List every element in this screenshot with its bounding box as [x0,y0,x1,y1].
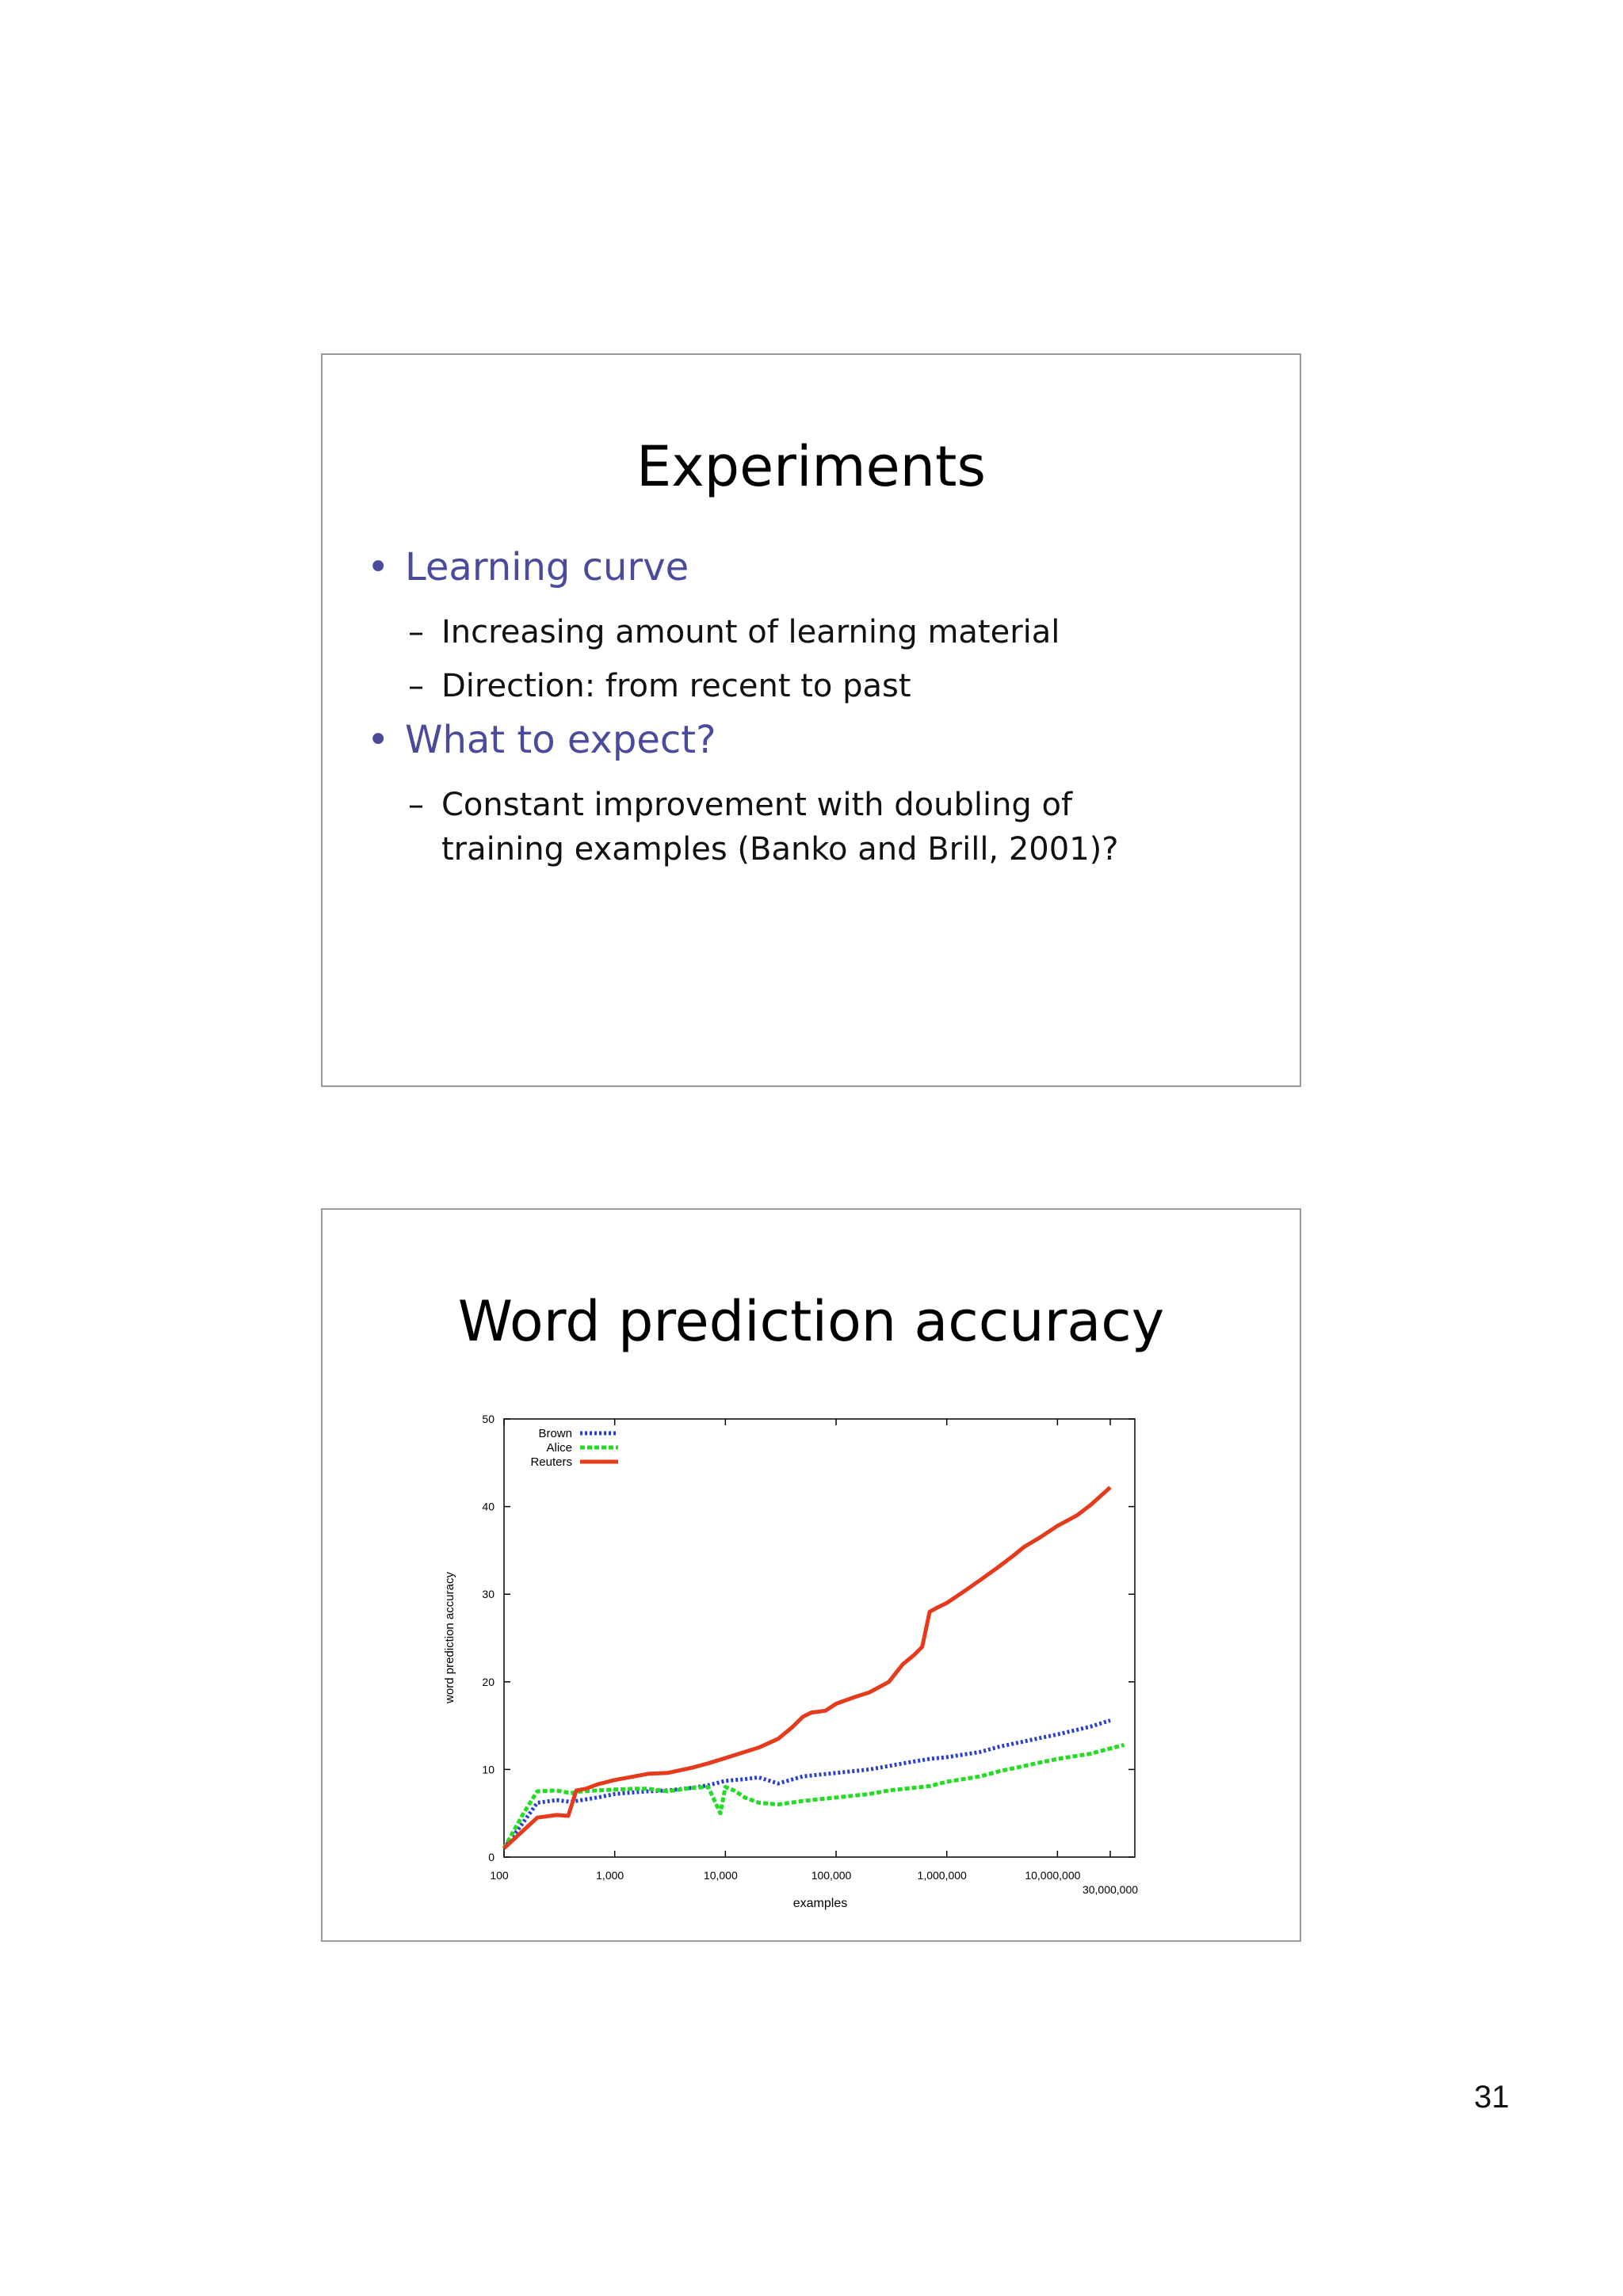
bullet-text: Learning curve [405,545,689,589]
legend-label: Alice [546,1441,572,1455]
sub-bullet: – Constant improvement with doubling of [408,783,1073,827]
series-line-reuters [502,1486,1112,1850]
x-tick-label: 30,000,000 [1083,1883,1138,1896]
dash-icon: – [408,787,424,823]
dash-icon: – [408,614,424,650]
series-line-alice [502,1742,1125,1850]
x-tick-label: 1,000,000 [918,1869,967,1882]
x-axis-label: examples [793,1897,847,1910]
y-tick-label: 30 [482,1588,495,1600]
bullet-text: What to expect? [405,718,716,762]
slide-title: Word prediction accuracy [457,1289,1165,1354]
bullet-learning-curve: • Learning curve [367,545,689,589]
slide-word-prediction: Word prediction accuracy 0 10 20 30 40 50 100 1… [321,1208,1301,1942]
sub-bullet-text: Direction: from recent to past [441,668,911,704]
y-tick-label: 10 [482,1763,495,1775]
chart-series [502,1486,1125,1850]
chart-axes: 0 10 20 30 40 50 100 1,000 10,000 100,000 1,000,00… [482,1413,1138,1896]
sub-bullet-continuation: training examples (Banko and Brill, 2001… [441,827,1119,871]
x-tick-label: 100,000 [812,1869,852,1882]
bullet-dot-icon: • [367,718,390,762]
dash-icon: – [408,668,424,704]
x-tick-label: 10,000 [704,1869,738,1882]
y-tick-label: 20 [482,1676,495,1688]
legend-label: Brown [538,1427,572,1440]
slide-experiments: Experiments • Learning curve – Increasin… [321,353,1301,1087]
word-prediction-chart: 0 10 20 30 40 50 100 1,000 10,000 100,000 1,000,00… [443,1413,1138,1910]
slide-title: Experiments [636,434,986,499]
series-line-brown [502,1718,1111,1850]
bullet-dot-icon: • [367,545,390,589]
y-tick-label: 40 [482,1501,495,1513]
x-tick-label: 1,000 [596,1869,624,1882]
plot-frame [503,1418,1136,1858]
sub-bullet-text: Increasing amount of learning material [441,614,1060,650]
y-axis-label: word prediction accuracy [443,1572,456,1704]
bullet-what-to-expect: • What to expect? [367,718,716,762]
sub-bullet-text: Constant improvement with doubling of [441,787,1073,823]
x-tick-label: 10,000,000 [1025,1869,1080,1882]
y-tick-label: 50 [482,1413,495,1425]
x-tick-label: 100 [490,1869,509,1882]
y-tick-label: 0 [488,1851,495,1863]
sub-bullet: – Increasing amount of learning material [408,610,1060,654]
sub-bullet-text: training examples (Banko and Brill, 2001… [441,831,1119,868]
page-number: 31 [1474,2080,1510,2115]
sub-bullet: – Direction: from recent to past [408,664,911,708]
legend-label: Reuters [530,1455,572,1469]
